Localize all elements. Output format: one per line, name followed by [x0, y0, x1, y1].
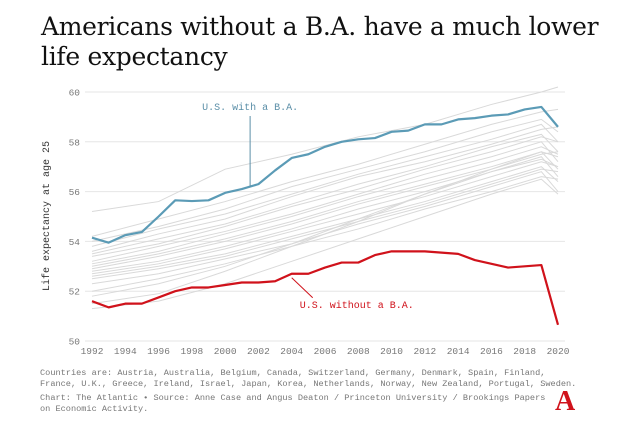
x-tick-label: 1994	[114, 346, 137, 357]
atlantic-logo: A	[555, 386, 576, 417]
country-line	[91, 141, 559, 262]
country-line	[91, 166, 559, 277]
y-tick-label: 54	[69, 237, 81, 248]
x-tick-label: 1992	[81, 346, 104, 357]
y-tick-label: 58	[69, 137, 81, 148]
annotation-leader	[291, 277, 314, 299]
annotation-without-ba: U.S. without a B.A.	[300, 300, 414, 312]
chart-title: Americans without a B.A. have a much low…	[41, 12, 599, 71]
country-line	[91, 176, 559, 292]
y-tick-label: 60	[69, 88, 81, 99]
country-lines	[91, 86, 559, 310]
us-lines	[91, 105, 560, 326]
country-line	[91, 136, 559, 257]
x-tick-label: 2016	[480, 346, 503, 357]
y-axis-label: Life expectancy at age 25	[41, 141, 53, 291]
x-tick-label: 2000	[214, 346, 237, 357]
country-line	[91, 118, 559, 242]
x-tick-label: 2008	[347, 346, 370, 357]
country-line	[91, 133, 559, 255]
x-tick-label: 2018	[513, 346, 536, 357]
country-line	[91, 158, 559, 297]
country-line	[91, 171, 559, 285]
source-note: Chart: The Atlantic • Source: Anne Case …	[40, 393, 546, 414]
x-tick-label: 2010	[380, 346, 403, 357]
y-tick-label: 52	[69, 287, 81, 298]
y-tick-label: 56	[69, 187, 81, 198]
annotation-with-ba: U.S. with a B.A.	[202, 102, 298, 114]
us-with-ba-line	[91, 105, 559, 244]
country-line	[91, 161, 559, 275]
country-line	[91, 151, 559, 270]
countries-note: Countries are: Austria, Australia, Belgi…	[40, 368, 577, 389]
x-tick-label: 1998	[180, 346, 203, 357]
country-line	[91, 86, 559, 213]
country-line	[91, 178, 559, 310]
country-line	[91, 108, 559, 237]
country-line	[91, 146, 559, 265]
y-tick-label: 50	[69, 337, 81, 348]
us-without-ba-line	[91, 250, 560, 326]
country-line	[91, 151, 559, 305]
x-tick-label: 2012	[413, 346, 436, 357]
x-tick-label: 1996	[147, 346, 170, 357]
x-tick-label: 2004	[280, 346, 303, 357]
country-line	[91, 126, 559, 252]
x-tick-label: 2002	[247, 346, 270, 357]
country-line	[91, 123, 559, 247]
x-tick-label: 2014	[447, 346, 470, 357]
x-tick-label: 2020	[547, 346, 570, 357]
annotations: U.S. with a B.A. U.S. without a B.A.	[202, 102, 414, 312]
country-line	[91, 151, 559, 267]
gridlines	[85, 91, 565, 342]
x-tick-label: 2006	[314, 346, 337, 357]
country-line	[91, 156, 559, 272]
axes: 50 52 54 56 58 60 1992 1994 1996 1998 2000 2002 2004…	[41, 88, 570, 358]
